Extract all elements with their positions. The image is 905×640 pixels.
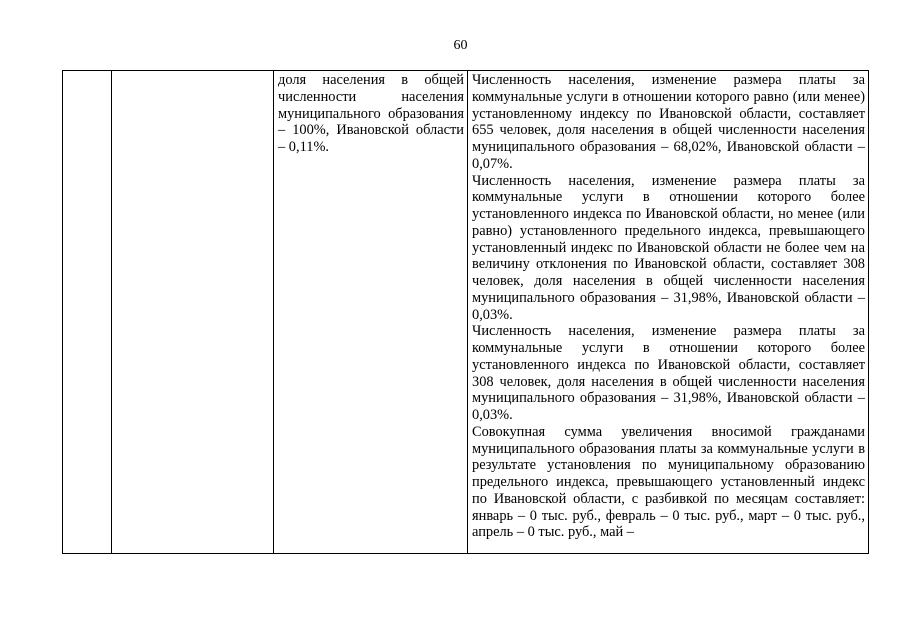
paragraph-population-equal-index: Численность населения, изменение размера… bbox=[472, 72, 865, 172]
paragraph-population-above-index: Численность населения, изменение размера… bbox=[472, 323, 865, 423]
page-number: 60 bbox=[453, 38, 468, 53]
cell-details: Численность населения, изменение размера… bbox=[467, 70, 869, 554]
cell-text: доля населения в общей численности насел… bbox=[278, 72, 464, 155]
cell-indicator bbox=[111, 70, 274, 554]
cell-number bbox=[62, 70, 112, 554]
paragraph-population-between-index: Численность населения, изменение размера… bbox=[472, 172, 865, 323]
cell-population-share: доля населения в общей численности насел… bbox=[273, 70, 468, 554]
table-row: доля населения в общей численности насел… bbox=[62, 70, 869, 554]
data-table: доля населения в общей численности насел… bbox=[62, 70, 869, 554]
paragraph-total-increase: Совокупная сумма увеличения вносимой гра… bbox=[472, 423, 865, 541]
